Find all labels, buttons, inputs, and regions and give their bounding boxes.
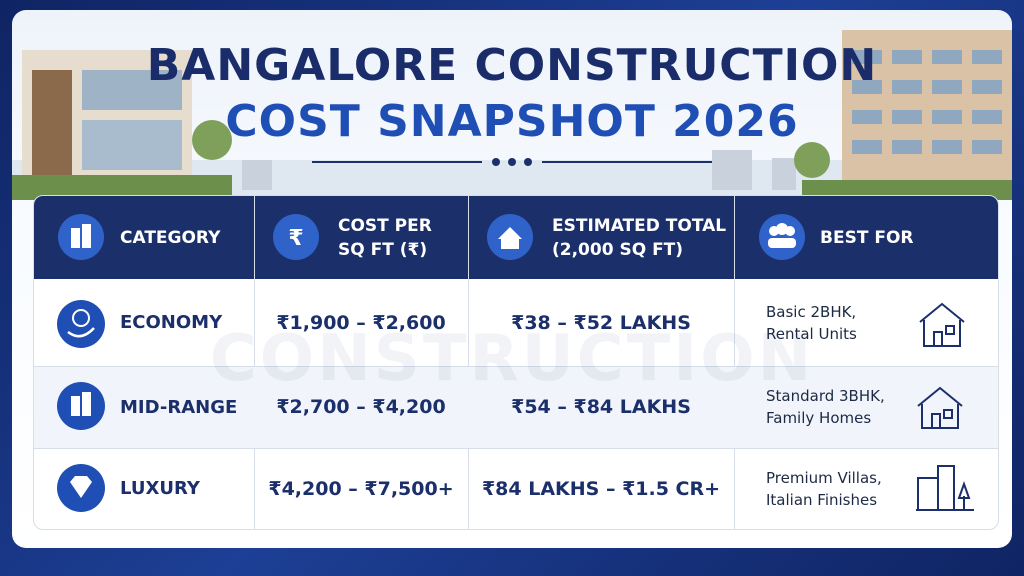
category-cell: ECONOMY xyxy=(120,312,223,333)
best-for-cell: Premium Villas, Italian Finishes xyxy=(766,468,882,509)
divider xyxy=(34,448,998,449)
divider xyxy=(34,366,998,367)
title-line: BANGALORE CONSTRUCTION xyxy=(146,40,878,91)
cost-cell: ₹4,200 – ₹7,500+ xyxy=(268,477,454,500)
card: BANGALORE CONSTRUCTION COST SNAPSHOT 202… xyxy=(12,10,1012,548)
category-cell: MID-RANGE xyxy=(120,396,238,418)
divider xyxy=(254,196,255,529)
best-for-cell: Standard 3BHK, Family Homes xyxy=(766,387,885,427)
column-header: ESTIMATED TOTAL (2,000 SQ FT) xyxy=(468,196,734,279)
total-cell: ₹54 – ₹84 LAKHS xyxy=(511,396,691,418)
row-band xyxy=(34,366,998,448)
divider xyxy=(734,196,735,529)
total-cell: ₹38 – ₹52 LAKHS xyxy=(511,311,691,334)
watermark: CONSTRUCTION xyxy=(209,322,815,396)
backdrop xyxy=(12,30,1012,200)
cost-cell: ₹2,700 – ₹4,200 xyxy=(276,396,446,418)
icons: ₹ xyxy=(57,214,974,512)
svg-text:₹: ₹ xyxy=(288,226,303,251)
divider xyxy=(468,196,469,529)
title-line: COST SNAPSHOT 2026 xyxy=(225,96,799,147)
cost-cell: ₹1,900 – ₹2,600 xyxy=(276,311,446,334)
best-for-cell: Basic 2BHK, Rental Units xyxy=(766,302,857,343)
category-cell: LUXURY xyxy=(120,478,200,499)
total-cell: ₹84 LAKHS – ₹1.5 CR+ xyxy=(481,477,721,500)
table: CATEGORY COST PER SQ FT (₹) ESTIMATED TO… xyxy=(33,195,999,530)
